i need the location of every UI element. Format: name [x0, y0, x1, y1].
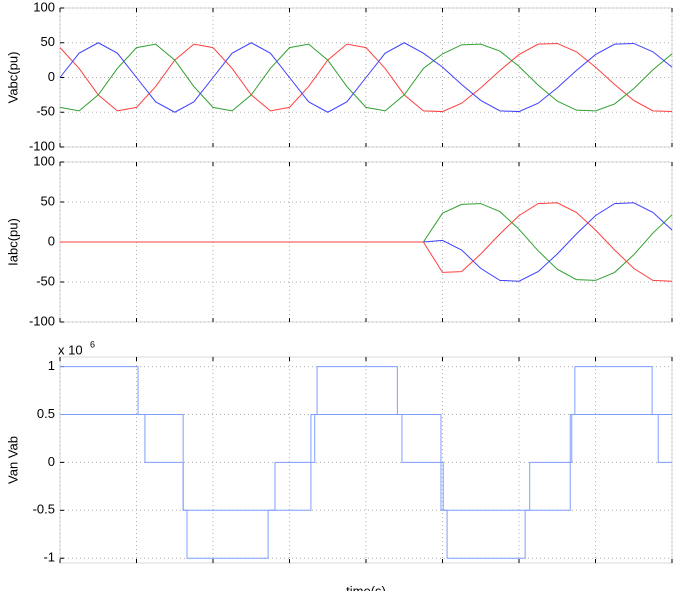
series-line [60, 202, 673, 282]
y-tick-label: 0 [48, 233, 55, 248]
y-tick-label: -100 [29, 138, 55, 153]
y-tick-label: 0 [48, 454, 55, 469]
y-tick-label: -1 [43, 550, 55, 565]
y-tick-label: 50 [41, 193, 55, 208]
y-tick-label: 0.5 [37, 406, 55, 421]
x-axis-label: time(s) [346, 583, 386, 591]
y-tick-label: 100 [33, 0, 55, 14]
y-tick-label: -50 [36, 104, 55, 119]
axes: -100 -50 0 50 100 Vabc(pu) [5, 0, 673, 153]
axes-box [59, 356, 673, 564]
y-tick-label: -0.5 [33, 502, 55, 517]
y-axis-label: Vabc(pu) [5, 52, 20, 104]
series-line [59, 42, 673, 113]
y-multiplier: x 10 [58, 342, 83, 357]
series-step [60, 413, 672, 511]
series-line [59, 43, 673, 112]
y-tick-label: -50 [36, 273, 55, 288]
y-axis-label: Van Vab [5, 436, 20, 484]
y-tick-label: 0 [48, 69, 55, 84]
y-tick-label: 100 [33, 153, 55, 168]
y-tick-label: 50 [41, 34, 55, 49]
y-axis-label: Iabc(pu) [5, 218, 20, 266]
axes: -1 -0.5 0 0.5 1 Van Vab time(s) x 10 6 [5, 339, 673, 591]
y-multiplier-exponent: 6 [90, 339, 95, 349]
y-tick-label: 1 [48, 358, 55, 373]
axes: -100 -50 0 50 100 Iabc(pu) [5, 153, 673, 328]
y-tick-label: -100 [29, 313, 55, 328]
series-line [59, 42, 673, 113]
